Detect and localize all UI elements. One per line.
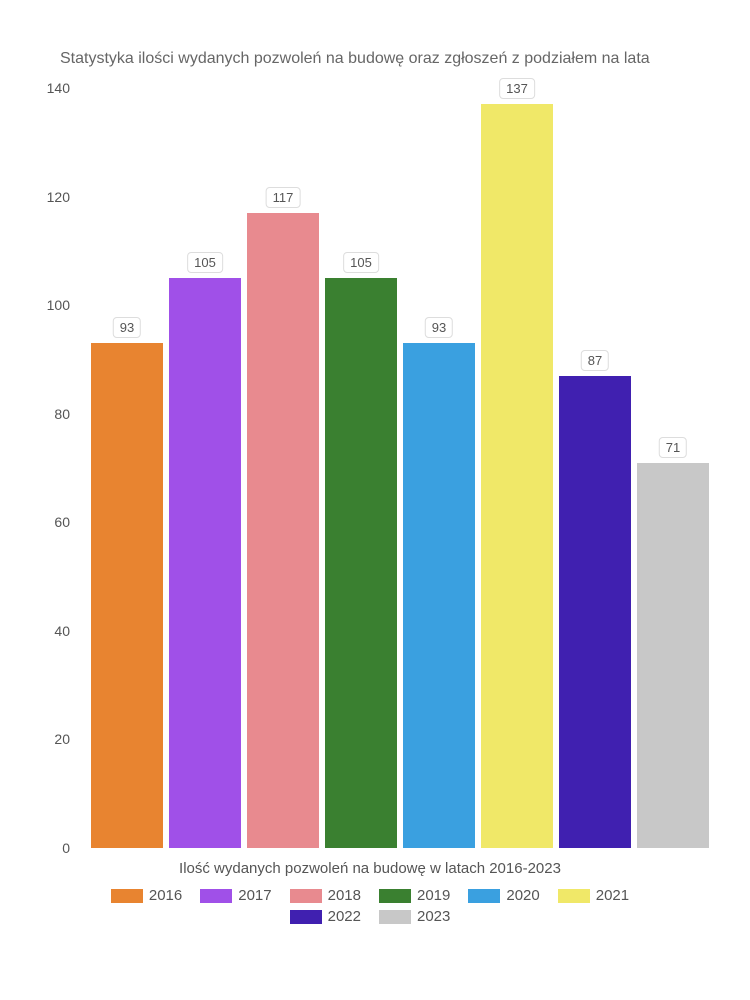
- y-tick: 40: [40, 623, 70, 639]
- legend-label: 2020: [506, 887, 539, 904]
- chart-container: Statystyka ilości wydanych pozwoleń na b…: [0, 0, 750, 1000]
- bars-group: 93105117105931378771: [80, 88, 720, 848]
- legend-swatch: [111, 889, 143, 903]
- y-tick: 100: [40, 297, 70, 313]
- legend-label: 2018: [328, 887, 361, 904]
- bar-value-label: 105: [343, 252, 379, 273]
- bar-value-label: 93: [113, 317, 141, 338]
- bar-value-label: 71: [659, 437, 687, 458]
- bar-value-label: 93: [425, 317, 453, 338]
- legend-item: 2019: [379, 887, 450, 904]
- y-tick: 60: [40, 514, 70, 530]
- bar: 87: [559, 376, 631, 848]
- legend-label: 2022: [328, 908, 361, 925]
- y-tick: 20: [40, 731, 70, 747]
- legend-item: 2017: [200, 887, 271, 904]
- legend-swatch: [379, 889, 411, 903]
- legend-swatch: [290, 910, 322, 924]
- plot-area: 020406080100120140 93105117105931378771: [80, 88, 720, 848]
- bar: 93: [403, 343, 475, 848]
- legend-label: 2021: [596, 887, 629, 904]
- y-tick: 120: [40, 189, 70, 205]
- legend-label: 2016: [149, 887, 182, 904]
- y-tick: 80: [40, 406, 70, 422]
- legend-swatch: [468, 889, 500, 903]
- bar: 117: [247, 213, 319, 848]
- legend: 2016 2017 2018 2019 2020 2021 2022 2023: [40, 887, 700, 925]
- legend-swatch: [200, 889, 232, 903]
- legend-label: 2019: [417, 887, 450, 904]
- legend-item: 2023: [379, 908, 450, 925]
- legend-swatch: [558, 889, 590, 903]
- legend-item: 2016: [111, 887, 182, 904]
- legend-item: 2020: [468, 887, 539, 904]
- bar-value-label: 87: [581, 350, 609, 371]
- bar: 137: [481, 104, 553, 848]
- legend-label: 2017: [238, 887, 271, 904]
- y-axis: 020406080100120140: [40, 88, 80, 848]
- legend-item: 2022: [290, 908, 361, 925]
- legend-label: 2023: [417, 908, 450, 925]
- chart-title: Statystyka ilości wydanych pozwoleń na b…: [40, 50, 700, 68]
- legend-swatch: [379, 910, 411, 924]
- bar-value-label: 117: [266, 187, 301, 208]
- bar-value-label: 105: [187, 252, 223, 273]
- bar: 71: [637, 463, 709, 848]
- bar: 93: [91, 343, 163, 848]
- bar: 105: [325, 278, 397, 848]
- bar: 105: [169, 278, 241, 848]
- legend-swatch: [290, 889, 322, 903]
- y-tick: 140: [40, 80, 70, 96]
- x-axis-label: Ilość wydanych pozwoleń na budowę w lata…: [40, 860, 700, 877]
- legend-item: 2021: [558, 887, 629, 904]
- bar-value-label: 137: [499, 78, 535, 99]
- legend-item: 2018: [290, 887, 361, 904]
- y-tick: 0: [40, 840, 70, 856]
